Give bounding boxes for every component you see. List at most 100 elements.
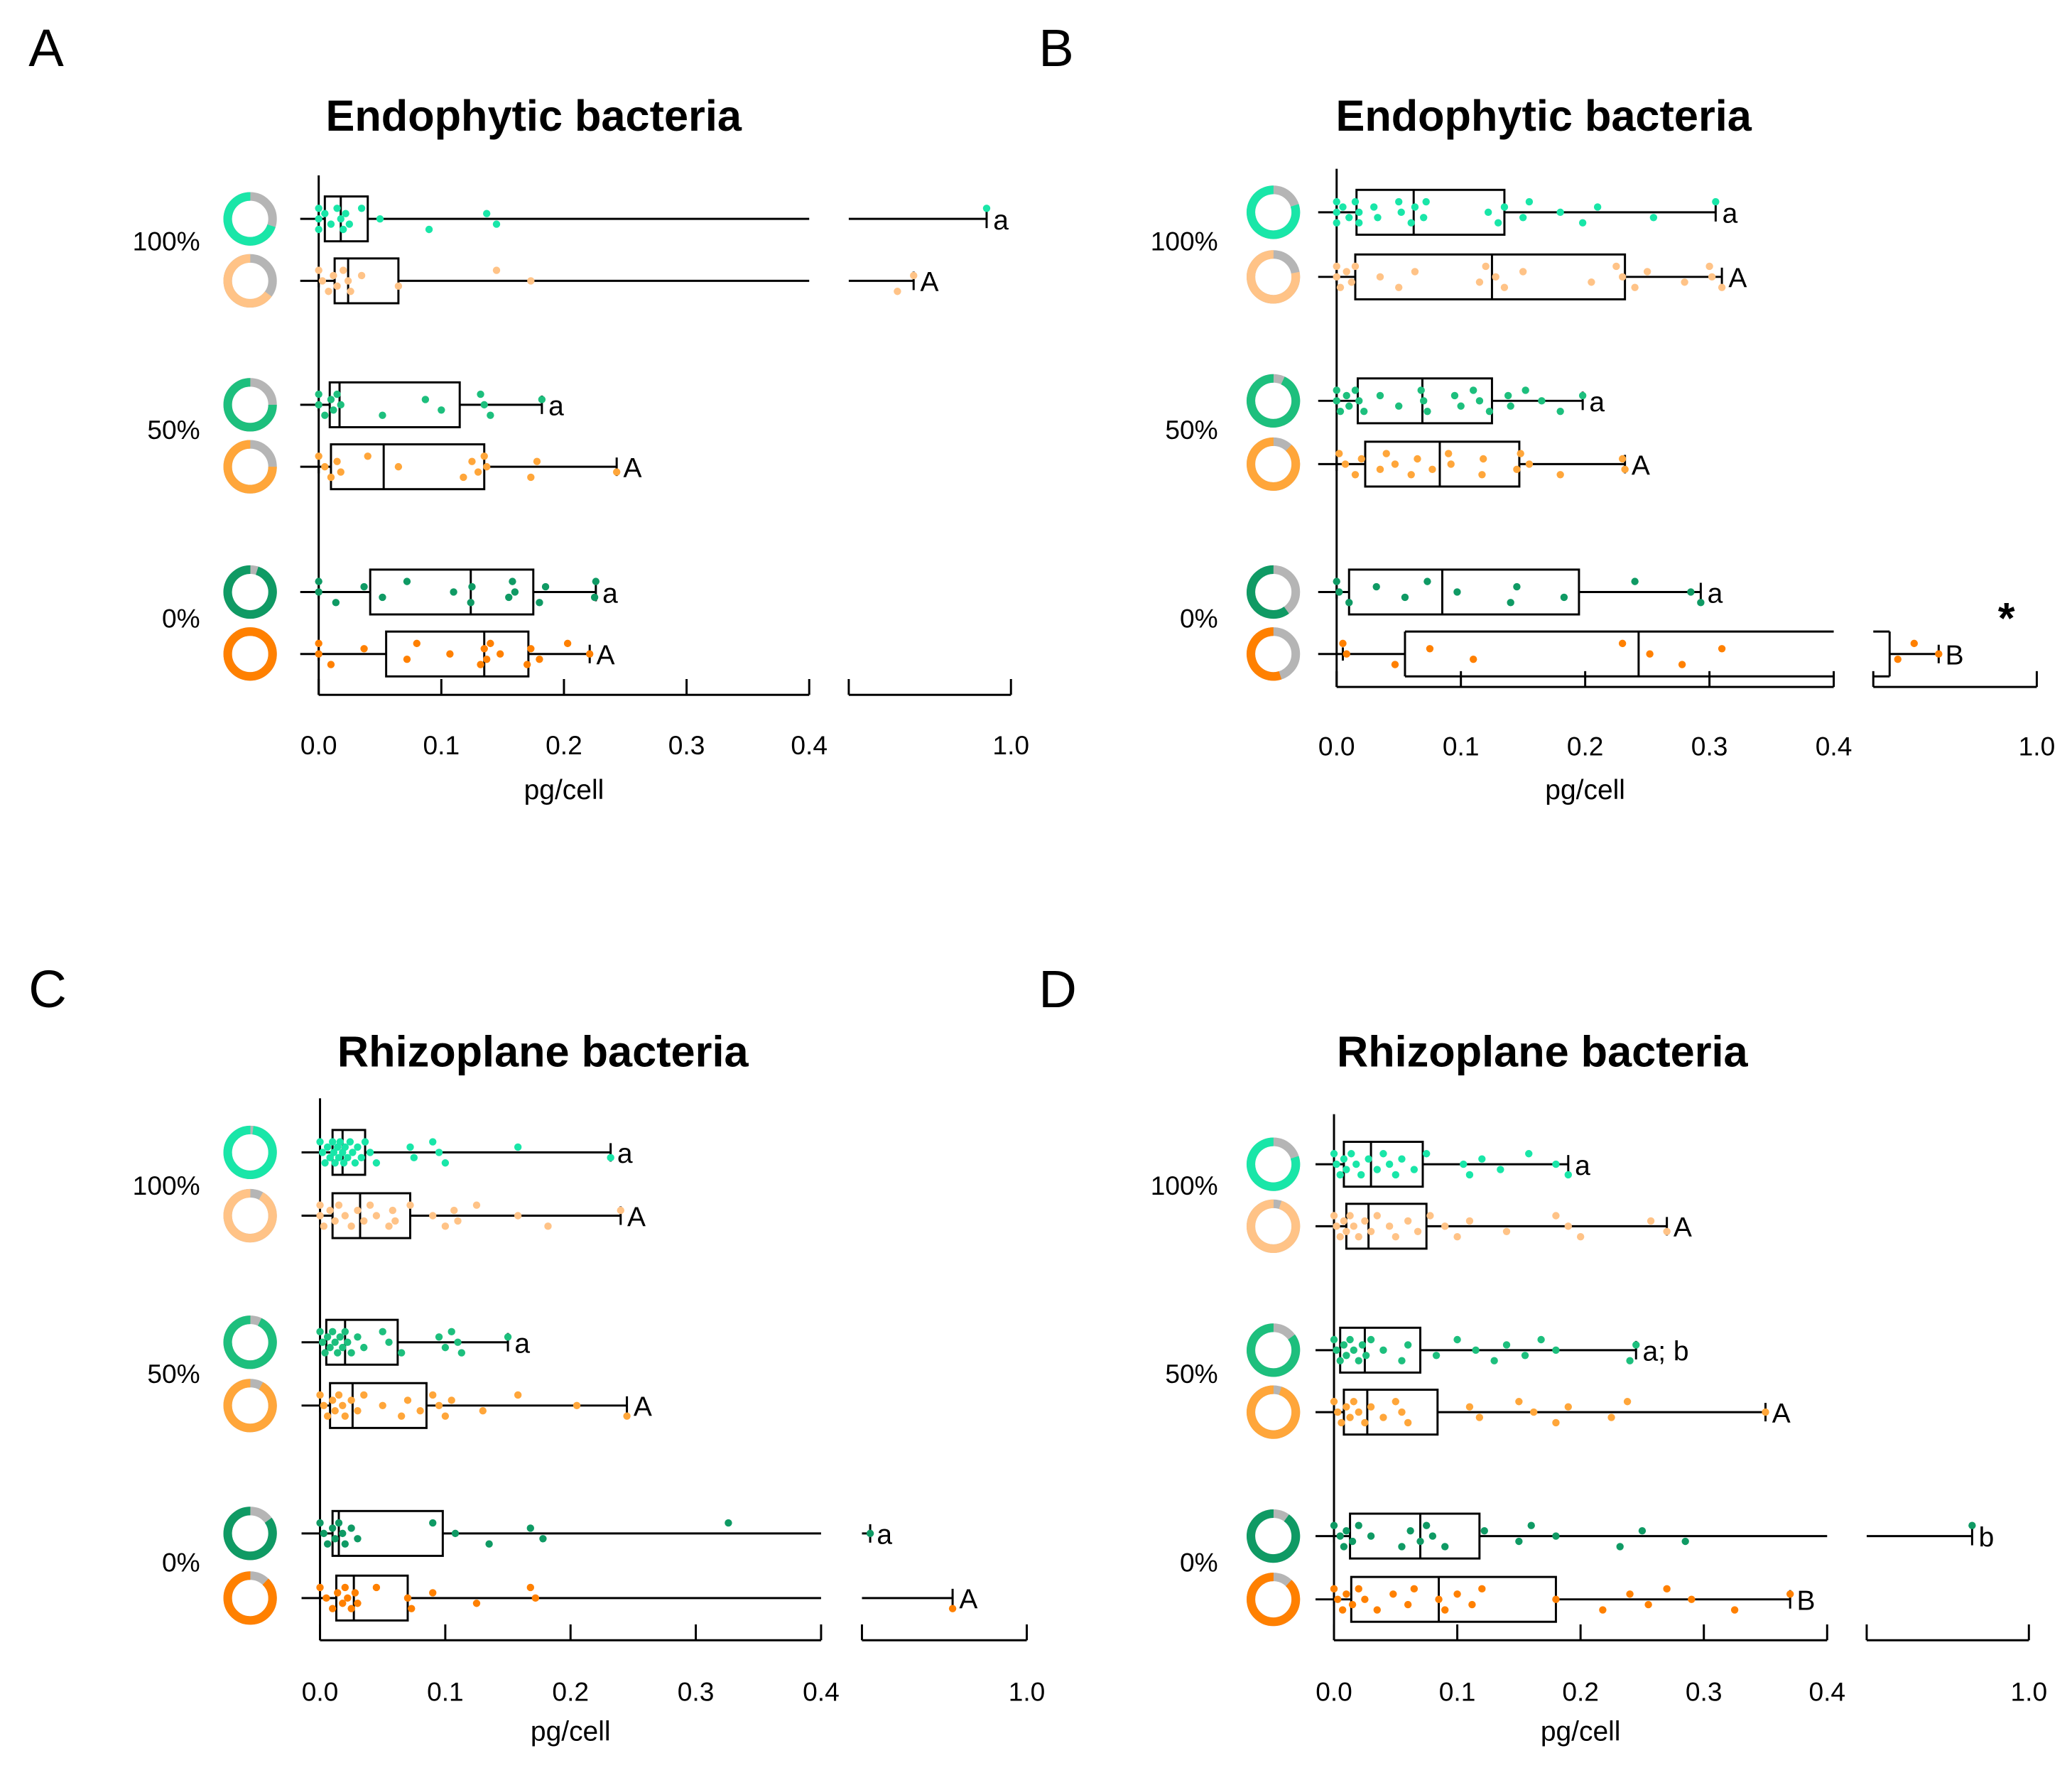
- data-point: [441, 1343, 450, 1352]
- data-point: [354, 1535, 362, 1543]
- box-group: a: [223, 192, 1009, 246]
- data-point: [1712, 197, 1720, 206]
- significance-letter: a: [548, 391, 564, 422]
- category-label: 100%: [1151, 227, 1218, 256]
- data-point: [1339, 639, 1347, 648]
- data-point: [480, 645, 488, 653]
- box-group: a: [223, 378, 564, 432]
- data-point: [617, 1206, 624, 1215]
- category-label: 0%: [162, 604, 200, 634]
- data-point: [429, 1212, 437, 1220]
- data-point: [335, 1519, 343, 1527]
- iqr-box: [330, 443, 486, 491]
- data-point: [1621, 465, 1629, 474]
- data-point: [1345, 599, 1353, 607]
- data-point: [514, 1391, 522, 1399]
- box-group: A: [1247, 1385, 1791, 1439]
- data-point: [320, 1529, 328, 1538]
- data-point: [1411, 203, 1419, 211]
- data-point: [1376, 391, 1384, 400]
- data-point: [351, 1159, 359, 1167]
- panel-letter: D: [1038, 960, 1077, 1019]
- data-point: [416, 1407, 424, 1415]
- data-point: [539, 1535, 547, 1543]
- data-point: [1340, 1155, 1348, 1163]
- data-point: [1389, 1590, 1397, 1598]
- data-point: [326, 1154, 334, 1162]
- data-point: [366, 1201, 374, 1209]
- data-point: [1414, 455, 1421, 463]
- data-point: [385, 1338, 393, 1346]
- x-tick-label: 0.2: [1567, 732, 1604, 761]
- data-point: [1618, 639, 1627, 648]
- data-point: [1339, 203, 1347, 211]
- data-point: [910, 271, 918, 280]
- data-point: [316, 1328, 324, 1336]
- data-point: [1560, 593, 1568, 602]
- significance-letter: a: [1575, 1151, 1590, 1181]
- data-point: [1410, 1166, 1419, 1173]
- data-point: [1333, 1222, 1340, 1230]
- data-point: [1372, 582, 1380, 591]
- donut-fraction: [1247, 627, 1301, 681]
- iqr-box: [325, 1318, 399, 1366]
- data-point: [333, 457, 341, 465]
- data-point: [448, 1328, 455, 1336]
- data-point: [345, 220, 354, 228]
- data-point: [1538, 397, 1546, 405]
- x-tick-label: 0.0: [300, 730, 337, 760]
- data-point: [573, 1401, 581, 1410]
- data-point: [527, 473, 535, 482]
- data-point: [1527, 1521, 1535, 1529]
- data-point: [335, 1201, 343, 1209]
- significance-letter: a: [514, 1329, 530, 1360]
- data-point: [487, 639, 494, 648]
- iqr-box: [329, 1382, 428, 1429]
- donut-fraction: [1247, 1573, 1301, 1627]
- significance-letter: A: [623, 453, 641, 484]
- data-point: [1355, 397, 1363, 405]
- data-point: [866, 1529, 874, 1538]
- data-point: [1333, 273, 1340, 281]
- data-point: [1407, 219, 1415, 227]
- data-point: [1525, 460, 1534, 468]
- category-label: 50%: [147, 1359, 200, 1389]
- data-point: [1465, 1171, 1474, 1179]
- data-point: [1537, 1335, 1545, 1344]
- data-point: [1910, 639, 1918, 648]
- data-point: [1687, 588, 1695, 596]
- significance-letter: A: [959, 1585, 977, 1615]
- significance-letter: a: [617, 1139, 633, 1169]
- data-point: [1422, 1521, 1431, 1529]
- data-point: [341, 1540, 349, 1548]
- data-point: [1478, 471, 1486, 479]
- iqr-box: [1364, 440, 1521, 488]
- data-point: [1343, 1403, 1350, 1411]
- panel-d: D Rhizoplane bacteria 0.0 0.1 0.2 0.3 0.4 1.0 pg…: [1038, 960, 2047, 1747]
- data-point: [1357, 1171, 1365, 1179]
- donut-fraction: [223, 1188, 277, 1243]
- data-point: [1681, 1537, 1689, 1546]
- data-point: [1708, 273, 1716, 281]
- data-point: [341, 1212, 349, 1220]
- data-point: [1338, 1418, 1345, 1427]
- data-point: [429, 1519, 437, 1527]
- data-point: [1382, 450, 1390, 457]
- data-point: [336, 1333, 344, 1341]
- panel-letter: C: [28, 960, 67, 1019]
- data-point: [441, 1222, 450, 1230]
- data-point: [1362, 1352, 1370, 1360]
- data-point: [1441, 1606, 1449, 1614]
- data-point: [1350, 1222, 1357, 1230]
- data-point: [1453, 1335, 1461, 1344]
- donut-fraction: [1247, 565, 1301, 619]
- data-point: [592, 577, 600, 585]
- data-point: [1507, 599, 1514, 607]
- data-point: [360, 645, 368, 653]
- box-group: A: [1247, 250, 1747, 304]
- data-point: [1373, 1166, 1381, 1173]
- data-point: [1705, 262, 1713, 271]
- box-group: a: [223, 1125, 633, 1179]
- data-point: [337, 401, 345, 409]
